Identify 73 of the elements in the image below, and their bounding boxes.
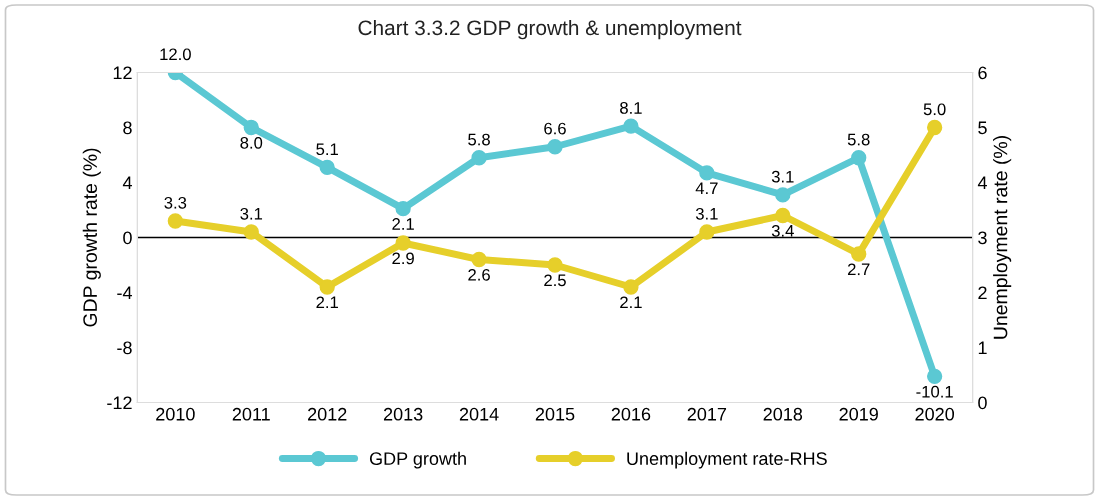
- point: [775, 207, 791, 224]
- data-label: 6.6: [544, 122, 566, 135]
- x-tick-label: 2015: [535, 407, 575, 421]
- data-label: 3.4: [771, 224, 794, 237]
- data-label: 5.1: [316, 143, 338, 156]
- point: [319, 279, 335, 295]
- point: [699, 224, 715, 240]
- data-label: 2.9: [392, 252, 414, 265]
- point: [927, 119, 943, 136]
- data-label: 3.3: [164, 196, 187, 209]
- data-label: 4.7: [695, 182, 718, 194]
- point: [395, 235, 411, 251]
- x-tick-label: 2014: [459, 407, 499, 421]
- data-label: 3.1: [771, 170, 794, 183]
- y2-tick-label: 1: [978, 341, 987, 355]
- point: [395, 200, 411, 217]
- point: [927, 368, 943, 385]
- x-tick-label: 2013: [383, 407, 423, 421]
- point: [623, 279, 639, 295]
- y-tick-label: 4: [122, 176, 132, 190]
- data-label: 2.1: [316, 296, 338, 309]
- point: [547, 257, 563, 273]
- y2-axis-title: Unemployment rate (%): [993, 136, 1012, 339]
- point: [851, 150, 867, 166]
- y-tick-label: -8: [117, 341, 132, 355]
- x-tick-label: 2017: [687, 407, 727, 421]
- data-label: 5.0: [923, 103, 946, 116]
- data-label: -10.1: [916, 385, 953, 398]
- y-tick-label: 12: [113, 66, 132, 80]
- legend-label: Unemployment rate-RHS: [627, 451, 827, 469]
- point: [243, 119, 259, 136]
- data-label: 2.5: [544, 274, 566, 287]
- y2-tick-label: 4: [977, 176, 987, 190]
- point: [699, 165, 715, 181]
- x-tick-label: 2010: [156, 407, 195, 421]
- y-tick-label: -4: [117, 286, 132, 300]
- chart-title: Chart 3.3.2 GDP growth & unemployment: [358, 19, 742, 40]
- y-tick-label: 8: [123, 121, 132, 135]
- data-label: 3.1: [240, 207, 263, 220]
- data-label: 8.1: [620, 102, 642, 114]
- legend-label: GDP growth: [369, 451, 466, 469]
- point: [167, 213, 183, 229]
- point: [851, 246, 867, 262]
- point: [319, 159, 335, 176]
- data-label: 3.1: [695, 207, 718, 220]
- x-tick-label: 2018: [763, 407, 803, 421]
- point: [775, 187, 791, 203]
- point: [547, 139, 563, 155]
- y-tick-label: 0: [123, 231, 132, 245]
- point: [471, 150, 487, 166]
- data-label: 2.1: [620, 296, 642, 309]
- data-label: 2.6: [468, 268, 490, 281]
- x-tick-label: 2011: [232, 407, 270, 421]
- data-label: 5.8: [847, 133, 870, 146]
- x-tick-label: 2020: [915, 407, 955, 421]
- y2-tick-label: 6: [978, 66, 987, 80]
- y2-tick-label: 5: [978, 121, 987, 135]
- data-label: 5.8: [468, 133, 490, 146]
- data-label: 2.1: [392, 218, 414, 230]
- x-tick-label: 2012: [308, 407, 347, 421]
- y-axis-title: GDP growth rate (%): [82, 148, 101, 327]
- y2-tick-label: 3: [978, 231, 987, 245]
- data-label: 2.7: [847, 263, 870, 276]
- x-tick-label: 2016: [611, 407, 651, 421]
- y-tick-label: -12: [107, 396, 132, 410]
- y2-tick-label: 0: [978, 396, 987, 410]
- point: [471, 251, 487, 268]
- point: [623, 118, 639, 134]
- data-label: 12.0: [160, 48, 191, 61]
- x-tick-label: 2019: [839, 407, 878, 421]
- data-label: 8.0: [240, 136, 263, 149]
- y2-tick-label: 2: [978, 286, 987, 300]
- point: [243, 224, 259, 240]
